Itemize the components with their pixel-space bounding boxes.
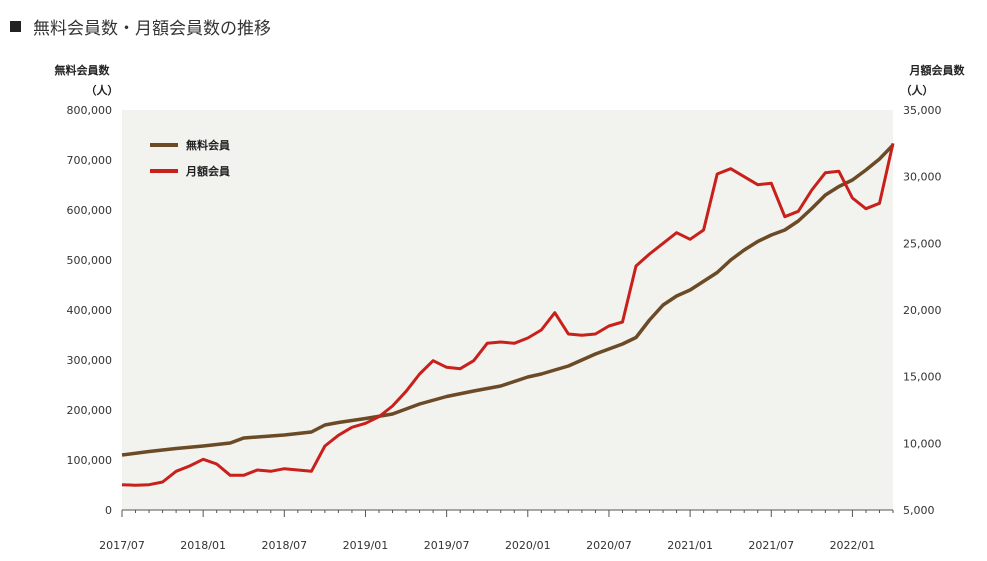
title-square-marker	[10, 21, 21, 32]
left-axis-label: 無料会員数	[55, 63, 111, 77]
right-y-tick-label: 15,000	[903, 371, 942, 384]
x-tick-label: 2021/01	[667, 539, 713, 552]
left-y-tick-label: 600,000	[67, 204, 113, 217]
x-tick-label: 2020/01	[505, 539, 551, 552]
left-y-tick-label: 500,000	[67, 254, 113, 267]
x-tick-label: 2018/01	[180, 539, 226, 552]
right-y-tick-label: 5,000	[903, 504, 935, 517]
right-y-tick-label: 30,000	[903, 171, 942, 184]
x-tick-label: 2018/07	[261, 539, 307, 552]
left-y-tick-label: 800,000	[67, 104, 113, 117]
left-y-tick-label: 100,000	[67, 454, 113, 467]
x-axis-ticks: 2017/07 2018/01 2018/07 2019/01 2019/07 2020/…	[99, 510, 894, 552]
right-y-tick-label: 35,000	[903, 104, 942, 117]
right-y-tick-label: 10,000	[903, 437, 942, 450]
x-tick-label: 2020/07	[586, 539, 632, 552]
right-axis-label: 月額会員数	[909, 63, 966, 77]
right-axis-unit: （人）	[901, 83, 934, 97]
series-line-free-members	[121, 143, 895, 457]
chart-title-row: 無料会員数・月額会員数の推移	[10, 14, 271, 39]
right-y-tick-label: 20,000	[903, 304, 942, 317]
plot-background	[122, 110, 893, 510]
left-y-tick-label: 200,000	[67, 404, 113, 417]
legend-label-free: 無料会員	[186, 138, 230, 152]
left-y-tick-label: 300,000	[67, 354, 113, 367]
left-y-tick-label: 0	[105, 504, 112, 517]
legend-label-monthly: 月額会員	[185, 164, 230, 178]
left-y-tick-label: 400,000	[67, 304, 113, 317]
chart-title: 無料会員数・月額会員数の推移	[33, 19, 271, 39]
x-tick-label: 2022/01	[830, 539, 876, 552]
legend: 無料会員 月額会員	[150, 138, 230, 178]
x-tick-label: 2017/07	[99, 539, 145, 552]
x-tick-label: 2021/07	[748, 539, 794, 552]
left-y-axis-ticks: 0 100,000 200,000 300,000 400,000 500,000 600,…	[67, 104, 113, 517]
left-axis-unit: （人）	[86, 83, 119, 97]
right-y-tick-label: 25,000	[903, 237, 942, 250]
x-tick-label: 2019/01	[343, 539, 389, 552]
left-y-tick-label: 700,000	[67, 154, 113, 167]
x-tick-label: 2019/07	[424, 539, 470, 552]
right-y-axis-ticks: 5,000 10,000 15,000 20,000 25,000 30,000 35,00…	[903, 104, 942, 517]
series-line-monthly-members	[121, 142, 895, 487]
